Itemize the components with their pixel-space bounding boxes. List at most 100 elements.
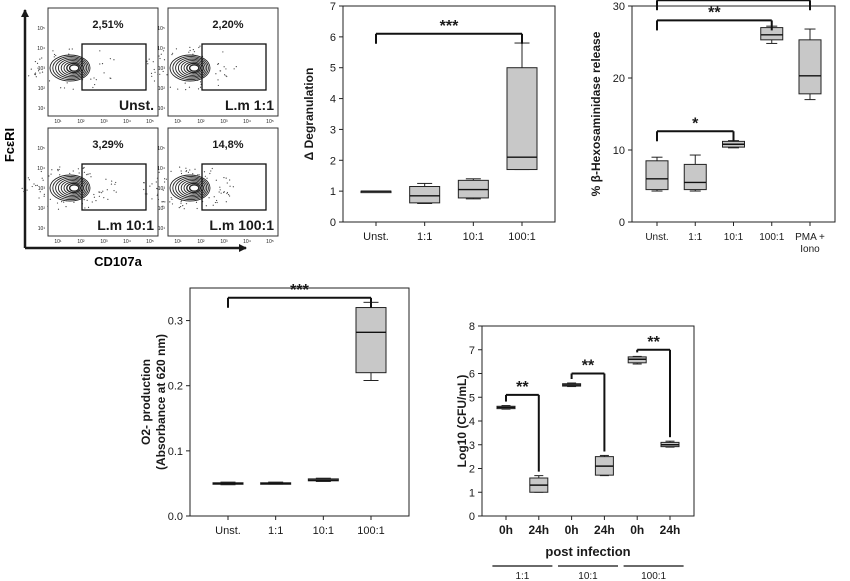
flow-event-dot <box>37 70 40 72</box>
flow-event-dot <box>189 49 191 52</box>
flow-event-dot <box>185 89 187 91</box>
flow-event-dot <box>71 48 73 50</box>
flow-event-dot <box>223 191 225 193</box>
significance-label: ** <box>727 0 740 1</box>
flow-event-dot <box>159 73 161 75</box>
flow-event-dot <box>225 75 227 77</box>
box-2 <box>683 154 707 192</box>
flow-y-tick-label: 10⁴ <box>37 166 45 172</box>
flow-event-dot <box>212 204 214 206</box>
flow-event-dot <box>157 73 159 75</box>
flow-event-dot <box>35 184 37 187</box>
flow-x-tick-label: 10⁴ <box>123 119 131 125</box>
x-tick-label: 24h <box>528 523 549 537</box>
significance-label: * <box>692 115 699 132</box>
x-tick-label: 10:1 <box>724 232 744 243</box>
flow-event-dot <box>39 191 41 193</box>
y-tick-label: 30 <box>613 1 625 13</box>
flow-event-dot <box>69 174 71 176</box>
flow-y-tick-label: 10² <box>158 206 166 212</box>
flow-event-dot <box>175 48 178 50</box>
flow-event-dot <box>53 53 56 56</box>
flow-event-dot <box>48 175 50 177</box>
flow-event-dot <box>177 88 179 90</box>
flow-x-tick-label: 10³ <box>220 239 228 245</box>
flow-event-dot <box>164 201 166 203</box>
flow-y-tick-label: 10⁵ <box>157 26 165 32</box>
box-2 <box>260 481 292 485</box>
flow-contour-ring <box>177 58 206 78</box>
flow-event-dot <box>95 200 97 202</box>
flow-contour-ring <box>172 55 209 81</box>
flow-event-dot <box>226 182 228 184</box>
flow-event-dot <box>215 179 217 181</box>
y-tick-label: 0 <box>619 217 625 229</box>
significance-bracket: ** <box>636 334 671 438</box>
flow-event-dot <box>66 82 68 84</box>
flow-event-dot <box>87 173 89 175</box>
flow-event-dot <box>162 189 164 191</box>
flow-event-dot <box>160 53 162 55</box>
y-tick-label: 0.1 <box>168 446 183 458</box>
x-tick-label: Unst. <box>645 232 668 243</box>
flow-event-dot <box>151 198 153 200</box>
flow-event-dot <box>40 170 42 173</box>
flow-event-dot <box>34 74 36 76</box>
flow-event-dot <box>218 191 220 193</box>
flow-event-dot <box>87 206 90 208</box>
flow-event-dot <box>59 174 61 176</box>
flow-event-dot <box>209 172 211 175</box>
significance-label: ** <box>582 358 595 375</box>
flow-event-dot <box>189 169 191 171</box>
flow-event-dot <box>115 181 117 184</box>
flow-event-dot <box>72 88 74 90</box>
chart-cfu: 0 1 2 3 4 5 6 7 8 Log10 (CFU/mL) 0h 24h 0h 24h 0h 24h **… <box>455 321 695 581</box>
box-5 <box>627 355 647 365</box>
flow-event-dot <box>65 200 68 202</box>
flow-contour-ring <box>169 174 211 202</box>
significance-bracket: ** <box>505 379 540 472</box>
y-tick-label: 0.3 <box>168 316 183 328</box>
flow-event-dot <box>194 168 196 170</box>
flow-event-dot <box>21 187 23 189</box>
y-tick-label: 0.0 <box>168 511 183 523</box>
flow-event-dot <box>162 201 165 203</box>
flow-event-dot <box>34 72 37 74</box>
flow-event-dot <box>220 192 222 194</box>
flow-cytometry-panel: FcεRI CD107a 10¹ 10¹ 10² 10² 10³ 10³ 10⁴ 10⁴ 10⁵… <box>2 7 279 269</box>
flow-event-dot <box>94 83 96 86</box>
flow-event-dot <box>28 75 30 77</box>
x-tick-label: 10:1 <box>313 525 334 537</box>
flow-event-dot <box>219 189 221 191</box>
flow-event-dot <box>41 177 43 179</box>
flow-x-tick-label: 10² <box>77 239 85 245</box>
flow-event-dot <box>194 174 196 177</box>
flow-event-dot <box>152 61 154 63</box>
box-1 <box>496 405 516 410</box>
flow-event-dot <box>149 185 151 187</box>
flow-event-dot <box>188 51 190 53</box>
flow-plot-3: 10¹ 10¹ 10² 10² 10³ 10³ 10⁴ 10⁴ 10⁵ 10⁵ 3,29% L.m 1… <box>21 127 159 245</box>
flow-event-dot <box>171 198 173 200</box>
flow-event-dot <box>171 53 173 56</box>
flow-event-dot <box>83 171 86 173</box>
flow-event-dot <box>197 174 199 176</box>
flow-event-dot <box>192 53 194 55</box>
flow-y-tick-label: 10¹ <box>38 106 46 112</box>
x-tick-label: Unst. <box>215 525 241 537</box>
flow-event-dot <box>155 181 157 183</box>
flow-event-dot <box>43 195 45 197</box>
flow-gate-percent: 14,8% <box>212 139 243 151</box>
flow-event-dot <box>41 57 43 59</box>
flow-y-tick-label: 10¹ <box>158 226 166 232</box>
flow-event-dot <box>182 205 184 207</box>
flow-contour-ring <box>180 60 205 76</box>
flow-event-dot <box>206 177 208 179</box>
flow-event-dot <box>229 179 231 181</box>
flow-event-dot <box>35 76 37 78</box>
significance-bracket: *** <box>227 282 372 308</box>
flow-event-dot <box>162 205 164 207</box>
flow-event-dot <box>217 63 220 65</box>
flow-event-dot <box>217 84 219 87</box>
flow-y-tick-label: 10³ <box>158 66 166 72</box>
